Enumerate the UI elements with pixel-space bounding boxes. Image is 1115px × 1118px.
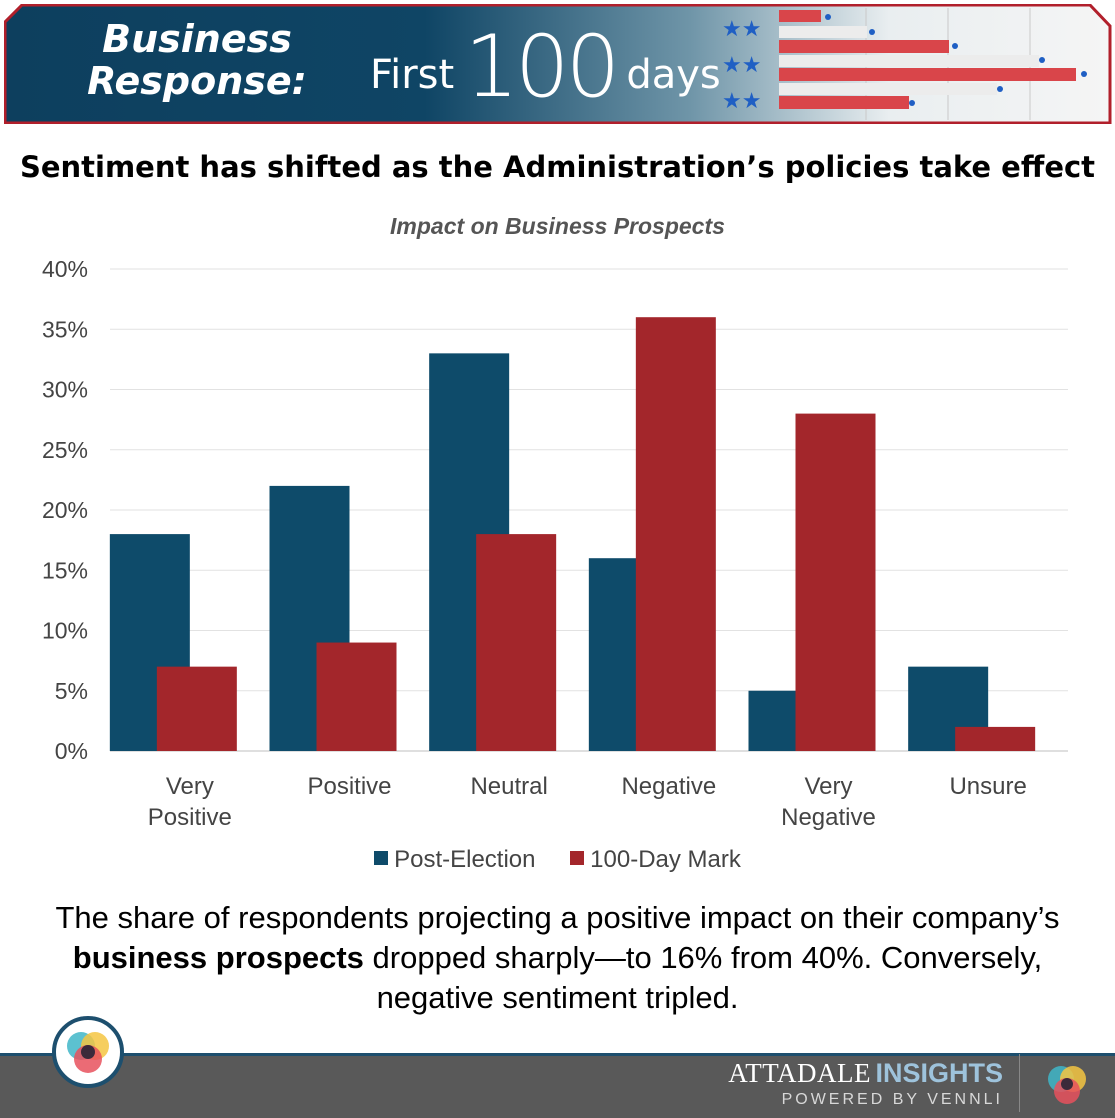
svg-text:★★: ★★ [722,53,761,78]
footer-divider [1019,1054,1020,1112]
brand-block: ATTADALE INSIGHTS POWERED BY VENNLI [728,1058,1003,1109]
caption: The share of respondents projecting a po… [40,898,1075,1018]
star-icons: ★★ ★★ ★★ [722,17,761,114]
hundred-number: 100 [464,17,620,117]
x-tick-label: Positive [148,804,232,831]
y-tick-label: 0% [55,738,88,764]
bar-100-day-mark-3 [635,317,716,751]
header-banner: ★★ ★★ ★★ Busin [4,4,1112,124]
x-tick-label: Neutral [470,773,547,800]
x-tick-label: Negative [621,773,716,800]
headline: Sentiment has shifted as the Administrat… [19,150,1096,184]
y-tick-label: 15% [42,557,88,583]
banner-title: Business Response: [82,18,312,102]
bar-chart: 0% 5% 10% 15% 20% 25% 30% 35% 40% Very Positive Pos… [42,256,1068,831]
x-tick-label: Unsure [949,773,1026,800]
banner-background: ★★ ★★ ★★ [4,4,1112,124]
legend-item-post-election: Post-Election [374,846,536,874]
x-tick-label: Negative [781,804,876,831]
flag-stripes [779,10,1076,109]
legend-swatch-post-election [374,851,389,865]
y-tick-label: 25% [42,437,88,463]
bar-100-day-mark-4 [795,413,876,751]
legend-item-100-day-mark: 100-Day Mark [570,846,741,874]
x-tick-label: Very [166,773,214,800]
banner-title-line1: Business [102,17,292,61]
brand-name: ATTADALE [728,1058,872,1088]
x-tick-label: Very [804,773,852,800]
first-word: First [370,52,455,98]
brand-insights: INSIGHTS [875,1058,1003,1088]
powered-by: POWERED BY VENNLI [781,1091,1003,1108]
bar-100-day-mark-1 [316,642,397,751]
bar-100-day-mark-0 [156,666,237,751]
caption-part2: dropped sharply—to 16% from 40%. Convers… [363,940,1043,1015]
svg-text:★★: ★★ [722,89,761,114]
legend-swatch-100-day-mark [570,851,585,865]
caption-part1: The share of respondents projecting a po… [55,900,1060,935]
vennli-logo-icon[interactable] [1038,1056,1096,1114]
y-tick-label: 30% [42,377,88,403]
y-tick-label: 20% [42,497,88,523]
first-100-days: First 100 days [370,22,721,122]
legend-label-post-election: Post-Election [394,846,536,873]
banner-title-line2: Response: [87,59,307,103]
venn-logo-icon[interactable] [52,1016,124,1088]
y-tick-label: 35% [42,316,88,342]
chart-legend: Post-Election 100-Day Mark [0,846,1115,874]
caption-bold: business prospects [72,940,364,975]
y-tick-label: 10% [42,618,88,644]
x-tick-label: Positive [307,773,391,800]
y-tick-label: 5% [55,678,88,704]
y-tick-label: 40% [42,256,88,282]
days-word: days [626,52,721,98]
bar-100-day-mark-2 [476,534,557,751]
bar-100-day-mark-5 [955,726,1036,751]
chart-title: Impact on Business Prospects [390,213,725,239]
svg-text:★★: ★★ [722,17,761,42]
footer-bar [0,1053,1115,1118]
legend-label-100-day-mark: 100-Day Mark [590,846,741,873]
